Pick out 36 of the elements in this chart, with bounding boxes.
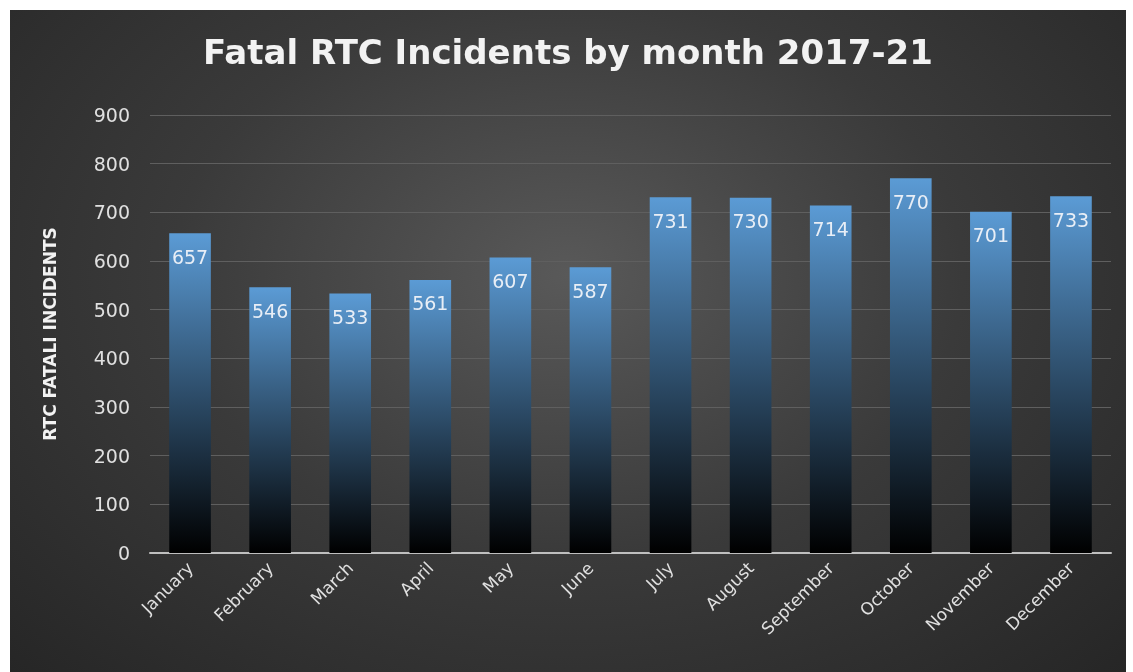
y-tick-label: 800 (93, 152, 130, 175)
y-tick-label: 200 (93, 444, 130, 467)
bar (809, 205, 852, 553)
y-tick-label: 500 (93, 298, 130, 321)
data-label: 733 (1052, 208, 1090, 231)
y-tick-label: 600 (93, 250, 130, 272)
data-label: 657 (171, 245, 209, 268)
bar (1050, 196, 1092, 553)
data-label: 587 (572, 279, 609, 302)
y-tick-label: 400 (93, 347, 130, 370)
bar (729, 197, 772, 553)
data-label: 714 (812, 218, 849, 241)
bar (409, 279, 452, 553)
data-label: 770 (892, 190, 929, 213)
data-label: 533 (332, 306, 369, 329)
y-tick-label: 100 (93, 493, 130, 516)
bar (649, 197, 692, 553)
data-label: 731 (652, 209, 689, 232)
y-tick-label: 0 (117, 542, 130, 564)
y-tick-label: 700 (93, 201, 130, 224)
bar (970, 211, 1012, 553)
data-label: 561 (412, 292, 449, 315)
y-tick-label: 900 (93, 104, 130, 126)
data-label: 546 (251, 299, 289, 322)
bar (489, 257, 532, 553)
bar (169, 233, 211, 553)
bar (249, 287, 291, 553)
data-label: 730 (732, 210, 769, 233)
y-tick-label: 300 (93, 396, 130, 418)
bar (329, 293, 372, 553)
bar (569, 267, 612, 553)
data-label: 607 (492, 270, 529, 293)
chart-title: Fatal RTC Incidents by month 2017-21 (203, 32, 933, 72)
y-axis-title: RTC FATALI INCIDENTS (39, 227, 60, 441)
data-label: 701 (972, 224, 1010, 247)
bar (889, 178, 932, 553)
